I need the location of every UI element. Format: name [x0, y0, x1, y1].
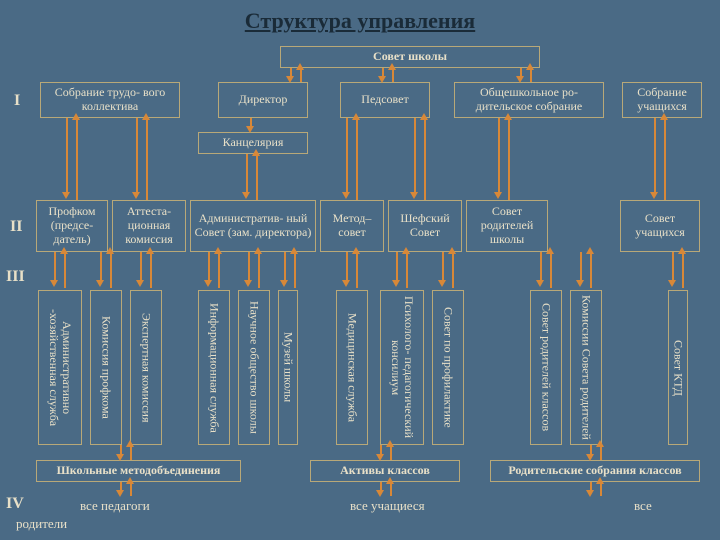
vbox-10: Совет родителей классов [530, 290, 562, 445]
box-r2-3: Административ- ный Совет (зам. директора… [190, 200, 316, 252]
box-r2-5: Шефский Совет [388, 200, 462, 252]
box-r2-7: Совет учащихся [620, 200, 700, 252]
box-bottom-r: Родительские собрания классов [490, 460, 700, 482]
vbox-5: Научное общество школы [238, 290, 270, 445]
vbox-11: Комиссии Совета родителей [570, 290, 602, 445]
level-1: I [14, 92, 20, 110]
box-r1-4: Общешкольное ро- дительское собрание [454, 82, 604, 118]
vbox-6: Музей школы [278, 290, 298, 445]
vbox-7: Медицинская служба [336, 290, 368, 445]
box-r1-2: Директор [218, 82, 308, 118]
vbox-2: Комиссия профкома [90, 290, 122, 445]
box-r2-2: Аттеста- ционная комиссия [112, 200, 186, 252]
box-bottom-m: Активы классов [310, 460, 460, 482]
level-4: IV [6, 495, 24, 513]
box-r2-6: Совет родителей школы [466, 200, 548, 252]
vbox-8: Психолого- педагогический консилиум [380, 290, 424, 445]
box-bottom-l: Школьные методобъединения [36, 460, 241, 482]
diagram-title: Структура управления [0, 0, 720, 38]
vbox-3: Экспертная комиссия [130, 290, 162, 445]
lbl-c: все [634, 498, 652, 514]
lbl-b: все учащиеся [350, 498, 425, 514]
box-r1-1: Собрание трудо- вого коллектива [40, 82, 180, 118]
vbox-1: Административно -хозяйственная служба [38, 290, 82, 445]
vbox-4: Информационная служба [198, 290, 230, 445]
lbl-d: родители [16, 516, 67, 532]
box-r2-4: Метод– совет [320, 200, 384, 252]
lbl-a: все педагоги [80, 498, 150, 514]
vbox-9: Совет по профилактике [432, 290, 464, 445]
vbox-12: Совет КТД [668, 290, 688, 445]
box-top: Совет школы [280, 46, 540, 68]
level-3: III [6, 268, 25, 286]
level-2: II [10, 218, 22, 236]
box-r2-1: Профком (предсе- датель) [36, 200, 108, 252]
